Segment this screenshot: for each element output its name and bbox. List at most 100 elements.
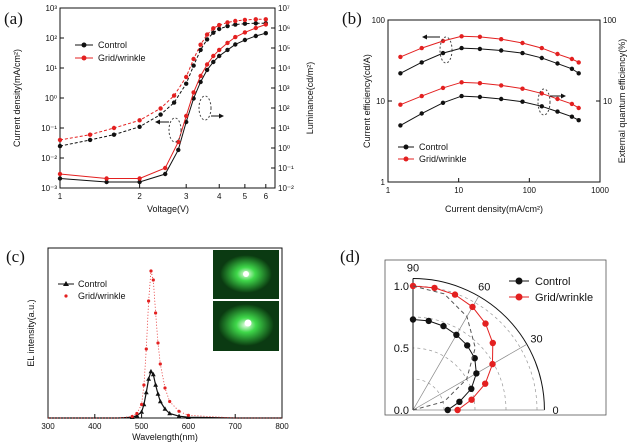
data-point-grid-wrinkle-b-3-10 bbox=[576, 105, 581, 111]
data-point-control-a-0-0 bbox=[57, 143, 63, 149]
y-tick-label-a-5: 10² bbox=[45, 34, 57, 43]
panel-label-d: (d) bbox=[340, 247, 360, 266]
data-point-control-b-0-0 bbox=[398, 71, 403, 76]
data-point-grid-wrinkle-a-1-1 bbox=[87, 132, 93, 137]
right-axis-ellipse-b bbox=[537, 88, 551, 116]
data-point-grid-wrinkle-c-12 bbox=[158, 362, 162, 366]
data-point-control-a-2-2 bbox=[137, 179, 142, 185]
legend-label-control-c: Control bbox=[78, 279, 107, 289]
x-tick-label-b-0: 1 bbox=[386, 186, 391, 195]
data-point-grid-wrinkle-c-14 bbox=[168, 399, 172, 404]
data-point-control-b-2-1 bbox=[419, 111, 424, 116]
polar-point-control-9 bbox=[409, 316, 417, 323]
x-tick-label-a-0: 1 bbox=[58, 192, 63, 201]
polar-point-control-3 bbox=[473, 370, 480, 377]
device-spot-bottom bbox=[244, 319, 252, 327]
legend-label-grid-d: Grid/wrinkle bbox=[535, 292, 593, 304]
y2-tick-label-a-5: 10³ bbox=[278, 84, 290, 93]
radius-label-0: 0.0 bbox=[394, 405, 409, 417]
x-tick-label-a-4: 5 bbox=[243, 192, 248, 201]
data-point-grid-wrinkle-c-9 bbox=[151, 278, 155, 282]
polar-point-grid-wrinkle-2 bbox=[482, 380, 489, 387]
data-point-control-b-0-3 bbox=[459, 45, 464, 51]
data-point-control-a-2-1 bbox=[104, 179, 109, 185]
polar-outer-arc bbox=[412, 278, 545, 411]
polar-point-grid-wrinkle-7 bbox=[451, 291, 459, 298]
data-point-control-b-2-7 bbox=[539, 104, 544, 109]
data-point-control-a-0-11 bbox=[217, 26, 222, 32]
data-point-grid-wrinkle-b-1-3 bbox=[459, 34, 464, 39]
legend-marker-control-d bbox=[515, 277, 523, 285]
y-tick-label-a-2: 10⁻¹ bbox=[41, 124, 57, 133]
polar-point-grid-wrinkle-1 bbox=[468, 396, 475, 403]
axis-indicators-b bbox=[422, 34, 566, 116]
x-axis-title-c: Wavelength(nm) bbox=[132, 432, 198, 442]
polar-ring-2 bbox=[412, 316, 507, 411]
panel-label-a: (a) bbox=[4, 9, 23, 28]
data-point-grid-wrinkle-b-3-2 bbox=[440, 85, 446, 91]
right-arrowhead-b bbox=[561, 93, 566, 99]
angle-label-30: 30 bbox=[530, 334, 542, 346]
data-point-grid-wrinkle-c-10 bbox=[154, 311, 158, 315]
data-point-grid-wrinkle-b-1-9 bbox=[569, 56, 575, 62]
data-point-grid-wrinkle-a-3-7 bbox=[198, 73, 203, 79]
data-point-control-b-2-6 bbox=[520, 99, 525, 104]
data-point-control-a-2-4 bbox=[176, 147, 181, 153]
legend-a: Control Grid/wrinkle bbox=[75, 40, 146, 63]
data-point-control-a-0-14 bbox=[242, 21, 248, 26]
polar-point-grid-wrinkle-9 bbox=[409, 282, 417, 290]
data-point-control-c-15 bbox=[176, 413, 182, 418]
data-point-grid-wrinkle-a-1-7 bbox=[191, 56, 196, 62]
data-point-control-b-0-9 bbox=[569, 66, 575, 72]
x-tick-label-c-2: 500 bbox=[135, 422, 149, 431]
polar-ring-0 bbox=[412, 378, 445, 411]
data-point-grid-wrinkle-a-3-8 bbox=[204, 62, 210, 67]
data-point-control-b-2-3 bbox=[459, 93, 464, 99]
data-point-grid-wrinkle-a-3-14 bbox=[253, 25, 258, 31]
legend-marker-control-b bbox=[403, 144, 409, 150]
data-point-control-a-2-9 bbox=[211, 59, 216, 65]
data-point-control-c-8 bbox=[148, 368, 154, 374]
x-tick-label-b-1: 10 bbox=[454, 186, 463, 195]
data-point-control-a-0-15 bbox=[253, 21, 258, 26]
data-point-grid-wrinkle-a-3-5 bbox=[184, 113, 189, 119]
series-line-control-b-2 bbox=[400, 95, 579, 126]
polar-point-grid-wrinkle-4 bbox=[489, 339, 496, 347]
data-point-grid-wrinkle-b-3-3 bbox=[459, 80, 464, 85]
legend-marker-grid-c bbox=[64, 294, 68, 298]
device-photo-inset bbox=[213, 250, 279, 351]
data-point-grid-wrinkle-b-3-4 bbox=[477, 81, 483, 86]
data-point-grid-wrinkle-a-1-16 bbox=[263, 17, 268, 22]
legend-marker-control-a bbox=[81, 42, 87, 48]
data-point-grid-wrinkle-b-3-6 bbox=[520, 86, 525, 91]
panel-c: (c) 300 400 500 600 700 800 Wavelength(nm) EL… bbox=[6, 247, 289, 442]
legend-marker-grid-b bbox=[403, 156, 409, 162]
data-point-control-c-12 bbox=[157, 398, 163, 404]
plot-frame-a bbox=[59, 7, 276, 189]
data-point-control-a-2-11 bbox=[225, 47, 230, 53]
polar-frame-d bbox=[384, 259, 607, 416]
polar-point-control-2 bbox=[468, 385, 475, 392]
data-point-control-a-2-14 bbox=[253, 33, 258, 39]
polar-point-grid-wrinkle-3 bbox=[489, 360, 496, 368]
data-point-control-a-0-13 bbox=[233, 22, 238, 27]
data-point-grid-wrinkle-b-3-1 bbox=[419, 93, 424, 99]
x-tick-label-b-2: 100 bbox=[523, 186, 537, 195]
data-point-control-a-0-9 bbox=[204, 37, 210, 42]
polar-series-line-grid-wrinkle bbox=[412, 285, 494, 411]
data-point-grid-wrinkle-b-3-8 bbox=[555, 96, 560, 102]
data-point-grid-wrinkle-a-1-2 bbox=[111, 125, 117, 131]
y-tick-label-a-3: 10⁰ bbox=[45, 94, 57, 103]
data-point-control-a-2-0 bbox=[57, 176, 63, 181]
polar-point-control-1 bbox=[456, 398, 463, 405]
data-point-grid-wrinkle-a-1-12 bbox=[225, 20, 230, 25]
data-point-control-a-0-10 bbox=[211, 30, 216, 35]
data-point-grid-wrinkle-b-1-1 bbox=[419, 45, 424, 51]
y2-tick-label-a-7: 10⁵ bbox=[278, 44, 290, 53]
data-point-grid-wrinkle-c-13 bbox=[163, 386, 167, 390]
polar-point-grid-wrinkle-0 bbox=[454, 406, 461, 414]
y-axis-title-b: Current efficiency(cd/A) bbox=[362, 54, 372, 148]
data-point-grid-wrinkle-a-3-10 bbox=[217, 47, 222, 53]
data-point-control-b-0-6 bbox=[520, 50, 525, 56]
radius-label-1: 0.5 bbox=[394, 343, 409, 355]
